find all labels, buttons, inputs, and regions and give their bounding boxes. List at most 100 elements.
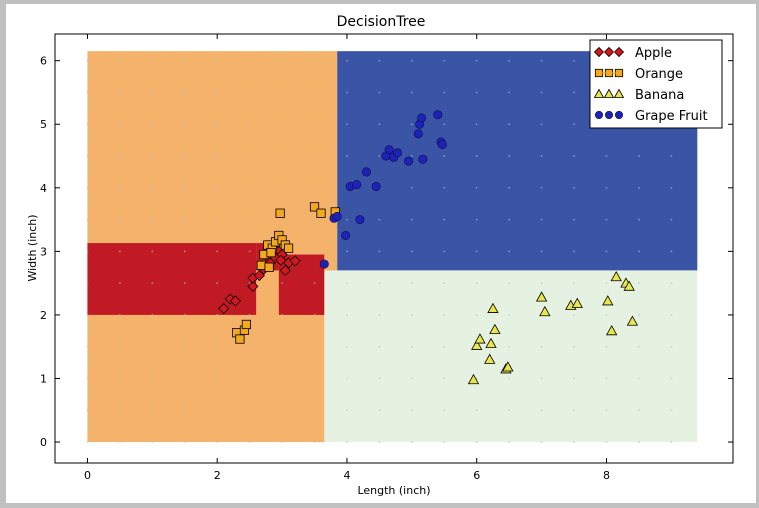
mesh-dot bbox=[151, 250, 154, 253]
mesh-dot bbox=[605, 377, 608, 380]
mesh-dot bbox=[573, 377, 576, 380]
mesh-dot bbox=[540, 218, 543, 221]
region-apple bbox=[87, 243, 257, 315]
mesh-dot bbox=[216, 313, 219, 316]
mesh-dot bbox=[508, 59, 511, 62]
mesh-dot bbox=[573, 313, 576, 316]
mesh-dot bbox=[443, 59, 446, 62]
orange-point bbox=[256, 260, 266, 270]
mesh-dot bbox=[313, 313, 316, 316]
mesh-dot bbox=[378, 91, 381, 94]
legend-grape-fruit-marker bbox=[604, 111, 613, 120]
legend-orange-label: Orange bbox=[635, 67, 683, 82]
mesh-dot bbox=[573, 282, 576, 285]
mesh-dot bbox=[410, 282, 413, 285]
orange-point bbox=[266, 248, 276, 258]
banana-point bbox=[626, 315, 639, 326]
mesh-dot bbox=[670, 186, 673, 189]
mesh-dot bbox=[281, 441, 284, 444]
banana-point bbox=[467, 373, 480, 385]
mesh-dot bbox=[183, 441, 186, 444]
mesh-dot bbox=[118, 409, 121, 412]
mesh-dot bbox=[378, 313, 381, 316]
mesh-dot bbox=[313, 409, 316, 412]
mesh-dot bbox=[345, 155, 348, 158]
apple-point bbox=[218, 302, 230, 315]
mesh-dot bbox=[475, 155, 478, 158]
mesh-dot bbox=[216, 441, 219, 444]
mesh-dot bbox=[345, 218, 348, 221]
mesh-dot bbox=[475, 250, 478, 253]
mesh-dot bbox=[637, 377, 640, 380]
mesh-dot bbox=[508, 218, 511, 221]
mesh-dot bbox=[345, 377, 348, 380]
x-tick-label: 2 bbox=[214, 469, 221, 482]
mesh-dot bbox=[118, 123, 121, 126]
mesh-dot bbox=[118, 59, 121, 62]
mesh-dot bbox=[637, 250, 640, 253]
mesh-dot bbox=[540, 282, 543, 285]
mesh-dot bbox=[670, 155, 673, 158]
mesh-dot bbox=[248, 155, 251, 158]
mesh-dot bbox=[118, 441, 121, 444]
legend-banana-marker bbox=[603, 88, 615, 98]
mesh-dot bbox=[183, 313, 186, 316]
mesh-dot bbox=[345, 409, 348, 412]
mesh-dot bbox=[216, 282, 219, 285]
grape-fruit-point bbox=[384, 145, 394, 155]
mesh-dot bbox=[216, 91, 219, 94]
mesh-dot bbox=[313, 345, 316, 348]
grape-fruit-point bbox=[352, 180, 362, 190]
mesh-dot bbox=[151, 377, 154, 380]
mesh-dot bbox=[410, 59, 413, 62]
mesh-dot bbox=[508, 155, 511, 158]
grape-fruit-point bbox=[418, 154, 428, 164]
mesh-dot bbox=[443, 409, 446, 412]
mesh-dot bbox=[183, 155, 186, 158]
mesh-dot bbox=[540, 186, 543, 189]
mesh-dot bbox=[248, 409, 251, 412]
mesh-dot bbox=[475, 59, 478, 62]
mesh-dot bbox=[183, 123, 186, 126]
grape-fruit-point bbox=[437, 140, 447, 150]
mesh-dot bbox=[378, 123, 381, 126]
mesh-dot bbox=[183, 218, 186, 221]
mesh-dot bbox=[281, 186, 284, 189]
mesh-dot bbox=[378, 345, 381, 348]
banana-point bbox=[605, 324, 618, 336]
mesh-dot bbox=[475, 409, 478, 412]
mesh-dot bbox=[508, 91, 511, 94]
mesh-dot bbox=[345, 250, 348, 253]
x-tick-label: 8 bbox=[603, 469, 610, 482]
mesh-dot bbox=[345, 313, 348, 316]
mesh-dot bbox=[86, 282, 89, 285]
mesh-dot bbox=[443, 250, 446, 253]
mesh-dot bbox=[118, 313, 121, 316]
mesh-dot bbox=[670, 282, 673, 285]
mesh-dot bbox=[378, 250, 381, 253]
legend-grape-fruit-marker bbox=[594, 111, 603, 120]
region-banana bbox=[324, 270, 698, 443]
mesh-dot bbox=[151, 155, 154, 158]
plot-frame bbox=[54, 33, 734, 464]
mesh-dot bbox=[281, 282, 284, 285]
mesh-dot bbox=[313, 441, 316, 444]
mesh-dot bbox=[605, 409, 608, 412]
mesh-dot bbox=[151, 441, 154, 444]
mesh-dot bbox=[475, 313, 478, 316]
mesh-dot bbox=[151, 59, 154, 62]
mesh-dot bbox=[281, 218, 284, 221]
mesh-dot bbox=[313, 282, 316, 285]
mesh-dot bbox=[345, 282, 348, 285]
mesh-dot bbox=[345, 345, 348, 348]
grape-fruit-point bbox=[404, 156, 414, 166]
mesh-dot bbox=[410, 218, 413, 221]
mesh-dot bbox=[508, 123, 511, 126]
mesh-dot bbox=[313, 91, 316, 94]
mesh-dot bbox=[248, 186, 251, 189]
mesh-dot bbox=[540, 441, 543, 444]
mesh-dot bbox=[475, 441, 478, 444]
grape-fruit-point bbox=[393, 148, 403, 158]
grape-fruit-point bbox=[332, 211, 342, 221]
mesh-dot bbox=[281, 377, 284, 380]
